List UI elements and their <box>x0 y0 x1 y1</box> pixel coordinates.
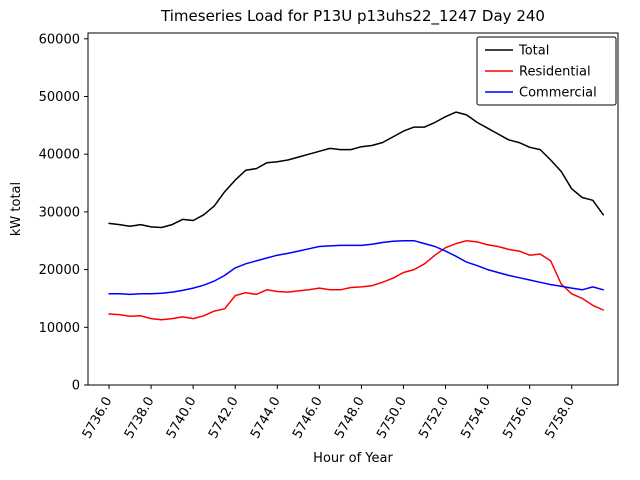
y-axis-label: kW total <box>9 182 24 236</box>
x-axis-label: Hour of Year <box>313 451 393 466</box>
legend: Total Residential Commercial <box>476 36 617 106</box>
x-axis: 5736.0 5738.0 5740.0 5742.0 5744.0 5746.0 5748… <box>80 385 578 441</box>
x-tick-label: 5754.0 <box>458 394 494 441</box>
legend-box <box>476 36 617 106</box>
x-tick-label: 5744.0 <box>248 395 284 442</box>
y-tick-label: 60000 <box>39 32 80 47</box>
x-tick-label: 5758.0 <box>542 395 578 442</box>
x-tick-label: 5740.0 <box>164 395 200 442</box>
series-total <box>108 111 605 229</box>
y-tick-label: 10000 <box>39 321 80 336</box>
x-tick-label: 5752.0 <box>416 395 452 442</box>
x-tick-label: 5746.0 <box>290 395 326 442</box>
x-tick-label: 5750.0 <box>374 395 410 442</box>
x-tick-label: 5738.0 <box>122 395 158 442</box>
y-tick-label: 0 <box>72 379 80 394</box>
y-axis: 0 10000 20000 30000 40000 50000 60000 <box>39 32 88 394</box>
x-tick-label: 5736.0 <box>80 395 116 442</box>
x-tick-label: 5742.0 <box>206 395 242 442</box>
y-tick-label: 40000 <box>39 148 80 163</box>
chart-title: Timeseries Load for P13U p13uhs22_1247 D… <box>160 7 545 26</box>
series-commercial <box>108 239 605 296</box>
series-residential <box>108 239 605 321</box>
legend-label-total: Total <box>518 44 549 59</box>
x-tick-label: 5756.0 <box>500 395 536 442</box>
legend-label-residential: Residential <box>519 65 591 80</box>
x-tick-label: 5748.0 <box>332 395 368 442</box>
y-tick-label: 20000 <box>39 263 80 278</box>
y-tick-label: 50000 <box>39 90 80 105</box>
y-tick-label: 30000 <box>39 205 80 220</box>
legend-label-commercial: Commercial <box>519 86 597 101</box>
